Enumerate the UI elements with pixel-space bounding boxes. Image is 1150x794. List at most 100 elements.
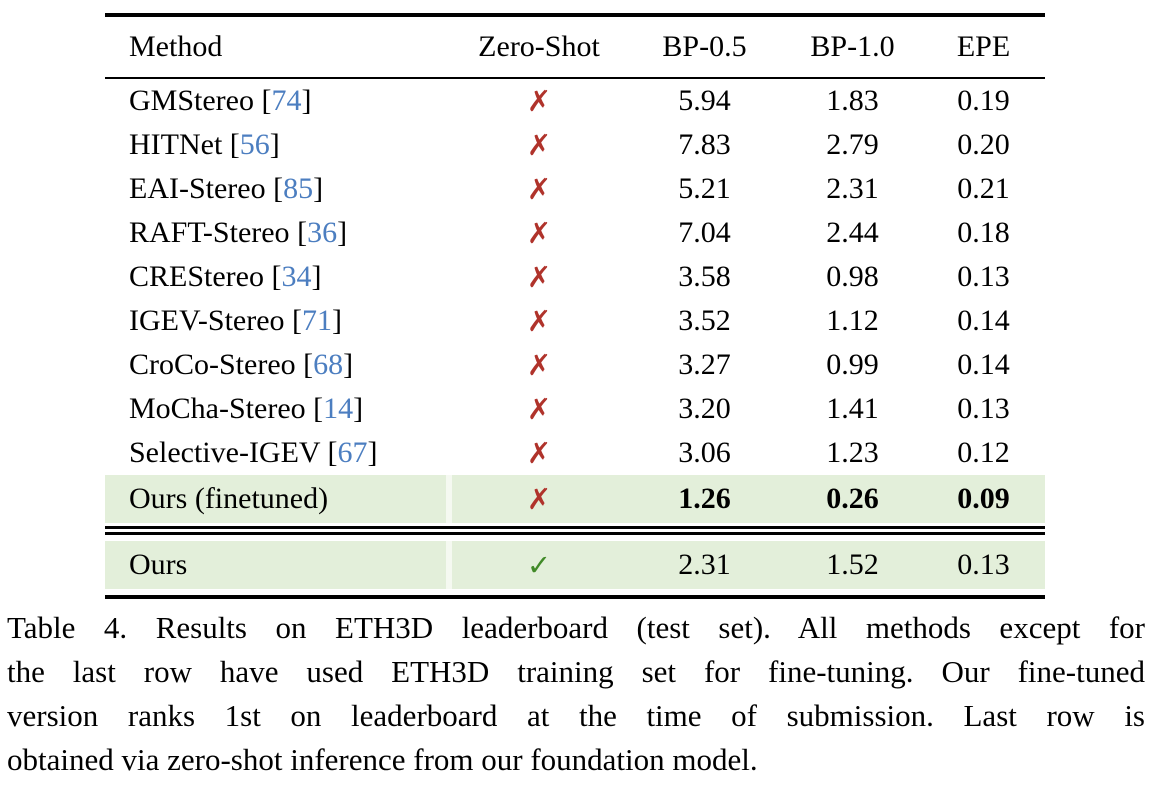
epe-value: 0.13	[957, 392, 1010, 425]
double-rule	[105, 526, 1045, 535]
bp10-value: 1.52	[826, 548, 879, 581]
bp05-value: 5.94	[678, 84, 731, 117]
col-header-method: Method	[129, 30, 223, 63]
bp05-value: 3.06	[678, 436, 731, 469]
table-row: MoCha-Stereo [14] ✗ 3.20 1.41 0.13	[105, 387, 1045, 431]
table-row: CREStereo [34] ✗ 3.58 0.98 0.13	[105, 255, 1045, 299]
zero-shot-cell: ✗	[452, 348, 626, 383]
check-icon: ✓	[526, 547, 552, 582]
method-cell: GMStereo [74]	[105, 84, 452, 118]
bp05-value: 3.20	[678, 392, 731, 425]
table-mid-rule	[105, 77, 1045, 79]
epe-value: 0.20	[957, 128, 1010, 161]
method-cell: EAI-Stereo [85]	[105, 172, 452, 206]
citation-link[interactable]: [34]	[271, 260, 322, 293]
bp10-value: 2.31	[826, 172, 879, 205]
citation-link[interactable]: [14]	[313, 392, 364, 425]
bp10-value: 1.23	[826, 436, 879, 469]
results-table: Method Zero-Shot BP-0.5 BP-1.0 EPE GMSte…	[105, 13, 1045, 599]
method-name: IGEV-Stereo	[129, 304, 285, 337]
method-cell: RAFT-Stereo [36]	[105, 216, 452, 250]
table-bottom-rule	[105, 595, 1045, 599]
caption-line: the last row have used ETH3D training se…	[7, 654, 1145, 689]
table-row: Selective-IGEV [67] ✗ 3.06 1.23 0.12	[105, 431, 1045, 475]
method-name: CREStereo	[129, 260, 264, 293]
citation-link[interactable]: [67]	[327, 436, 378, 469]
method-cell: HITNet [56]	[105, 128, 452, 162]
epe-value: 0.14	[957, 348, 1010, 381]
citation-link[interactable]: [68]	[303, 348, 354, 381]
zero-shot-cell: ✗	[452, 128, 626, 163]
method-name: Ours	[129, 548, 188, 581]
epe-value: 0.21	[957, 172, 1010, 205]
table-row-ours: Ours ✓ 2.31 1.52 0.13	[105, 541, 1045, 589]
table-row: CroCo-Stereo [68] ✗ 3.27 0.99 0.14	[105, 343, 1045, 387]
citation-link[interactable]: [85]	[273, 172, 324, 205]
epe-value: 0.13	[957, 260, 1010, 293]
epe-value: 0.09	[957, 482, 1010, 515]
method-cell: IGEV-Stereo [71]	[105, 304, 452, 338]
table-header-row: Method Zero-Shot BP-0.5 BP-1.0 EPE	[105, 17, 1045, 77]
bp05-value: 3.27	[678, 348, 731, 381]
method-name: EAI-Stereo	[129, 172, 266, 205]
zero-shot-cell: ✗	[452, 482, 626, 517]
caption-line: version ranks 1st on leaderboard at the …	[7, 698, 1145, 733]
zero-shot-cell: ✓	[452, 548, 626, 583]
bp05-value: 7.83	[678, 128, 731, 161]
epe-value: 0.14	[957, 304, 1010, 337]
table-row: RAFT-Stereo [36] ✗ 7.04 2.44 0.18	[105, 211, 1045, 255]
method-name: Selective-IGEV	[129, 436, 321, 469]
zero-shot-cell: ✗	[452, 392, 626, 427]
bp05-value: 2.31	[678, 548, 731, 581]
bp05-value: 3.58	[678, 260, 731, 293]
table-row: IGEV-Stereo [71] ✗ 3.52 1.12 0.14	[105, 299, 1045, 343]
bp10-value: 1.12	[826, 304, 879, 337]
epe-value: 0.19	[957, 84, 1010, 117]
table-top-rule	[105, 13, 1045, 17]
cross-icon: ✗	[526, 481, 552, 516]
cross-icon: ✗	[526, 391, 552, 426]
table-caption: Table 4. Results on ETH3D leaderboard (t…	[7, 606, 1145, 782]
cross-icon: ✗	[526, 171, 552, 206]
method-name: RAFT-Stereo	[129, 216, 290, 249]
method-name: CroCo-Stereo	[129, 348, 296, 381]
method-cell: Ours	[105, 541, 452, 589]
method-name: HITNet	[129, 128, 223, 161]
citation-link[interactable]: [56]	[229, 128, 280, 161]
bp05-value: 1.26	[678, 482, 731, 515]
cross-icon: ✗	[526, 303, 552, 338]
col-header-bp05: BP-0.5	[662, 30, 747, 63]
epe-value: 0.13	[957, 548, 1010, 581]
cross-icon: ✗	[526, 127, 552, 162]
bp05-value: 5.21	[678, 172, 731, 205]
bp10-value: 0.99	[826, 348, 879, 381]
bp05-value: 3.52	[678, 304, 731, 337]
bp10-value: 1.83	[826, 84, 879, 117]
bp10-value: 2.44	[826, 216, 879, 249]
caption-line: obtained via zero-shot inference from ou…	[7, 742, 758, 777]
zero-shot-cell: ✗	[452, 304, 626, 339]
zero-shot-cell: ✗	[452, 260, 626, 295]
citation-link[interactable]: [36]	[297, 216, 348, 249]
table-row: EAI-Stereo [85] ✗ 5.21 2.31 0.21	[105, 167, 1045, 211]
col-header-epe: EPE	[956, 30, 1011, 63]
method-name: Ours (finetuned)	[129, 482, 329, 515]
col-header-bp10: BP-1.0	[810, 30, 895, 63]
caption-line: Table 4. Results on ETH3D leaderboard (t…	[7, 610, 1145, 645]
bp05-value: 7.04	[678, 216, 731, 249]
epe-value: 0.18	[957, 216, 1010, 249]
citation-link[interactable]: [74]	[261, 84, 312, 117]
method-name: GMStereo	[129, 84, 254, 117]
bp10-value: 0.26	[826, 482, 879, 515]
bp10-value: 1.41	[826, 392, 879, 425]
cross-icon: ✗	[526, 347, 552, 382]
col-header-zero-shot: Zero-Shot	[478, 30, 600, 63]
cross-icon: ✗	[526, 215, 552, 250]
epe-value: 0.12	[957, 436, 1010, 469]
cross-icon: ✗	[526, 83, 552, 118]
citation-link[interactable]: [71]	[292, 304, 343, 337]
bp10-value: 0.98	[826, 260, 879, 293]
zero-shot-cell: ✗	[452, 84, 626, 119]
cross-icon: ✗	[526, 259, 552, 294]
zero-shot-cell: ✗	[452, 436, 626, 471]
